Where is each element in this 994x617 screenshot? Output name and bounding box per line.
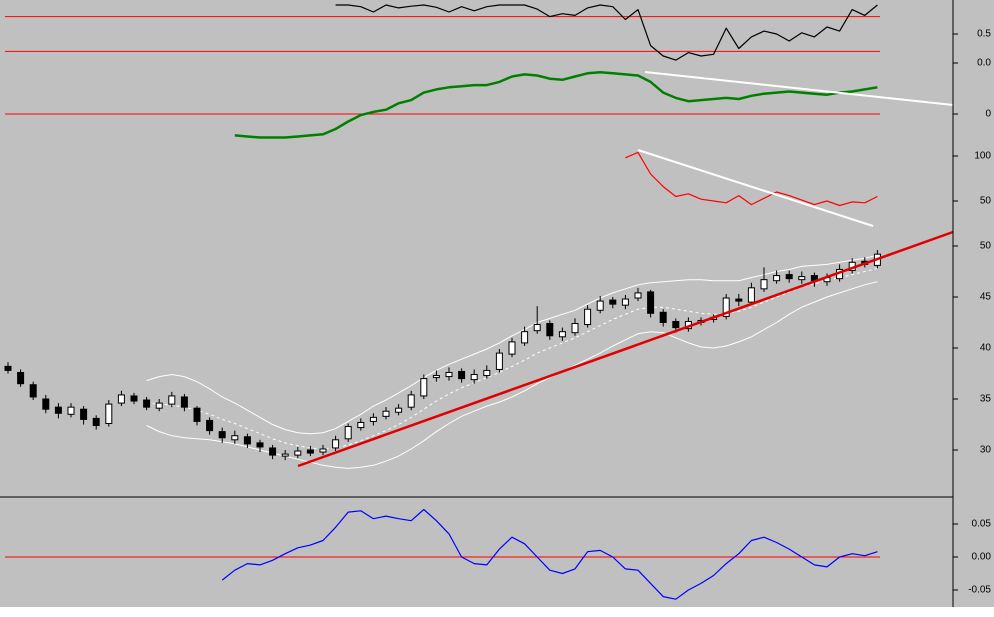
candle-body [584,308,592,326]
candle-body [42,398,50,410]
y-tick-label: 35 [980,394,992,405]
candle-body [294,450,302,456]
candle-body [495,352,503,370]
candle-body [168,395,176,405]
plot-area [4,4,881,600]
y-tick-label: 0.00 [972,552,992,563]
trend-line [297,230,954,468]
candle-body [281,453,289,457]
candle-body [785,274,793,280]
candle-body [672,320,680,329]
candle-body [180,396,188,408]
candle-body [634,292,642,299]
y-tick-label: 45 [980,292,992,303]
candle-body [571,323,579,334]
candle-body [458,370,466,380]
y-tick-label: 0.0 [977,58,991,69]
candle-body [332,439,340,449]
candle-body [231,435,239,441]
candle-body [256,442,264,448]
candle-body [92,417,100,427]
y-tick-label: 0.05 [972,519,992,530]
y-tick-label: 40 [980,343,992,354]
candle-body [609,299,617,305]
band-line [146,254,878,435]
candle-body [319,448,327,453]
candle-body [621,298,629,306]
candle-body [483,369,491,377]
candle-body [117,394,125,404]
y-tick-label: 50 [980,196,992,207]
candle-body [521,331,529,344]
candle-body [445,371,453,378]
candle-body [533,324,541,332]
y-tick-label: 30 [980,445,992,456]
band-line [146,281,878,469]
series-line [234,71,878,139]
candle-body [344,426,352,440]
candle-body [17,371,25,385]
candle-body [369,416,377,422]
candle-body [395,407,403,413]
candle-body [747,287,755,303]
candle-body [546,323,554,337]
candle-body [130,395,138,402]
candle-body [357,421,365,429]
y-tick-label: -0.05 [968,585,991,596]
candle-body [647,291,655,314]
candle-body [67,406,75,415]
candle-body [596,300,604,311]
candle-body [407,394,415,408]
series-line [335,4,878,61]
series-line [221,508,878,600]
candle-body [659,311,667,323]
candle-body [206,419,214,432]
candle-body [105,403,113,424]
candle-body [80,408,88,420]
candle-body [382,410,390,417]
y-tick-label: 0 [985,109,991,120]
candle-body [155,402,163,409]
series-line [625,151,878,207]
candle-body [218,431,226,439]
candle-body [306,449,314,454]
candle-body [29,384,37,398]
candle-body [470,374,478,381]
candle-body [798,276,806,281]
candle-body [558,331,566,338]
candle-body [54,406,62,414]
candle-body [243,436,251,445]
trend-line [644,71,954,106]
candle-body [269,447,277,456]
y-tick-label: 100 [974,151,991,162]
candle-body [420,378,428,397]
candle-body [508,341,516,355]
candle-body [735,298,743,302]
candle-body [773,275,781,282]
candle-body [193,407,201,422]
candle-body [4,365,12,371]
candle-body [143,399,151,408]
candle-body [722,297,730,317]
y-tick-label: 50 [980,241,992,252]
band-line [146,267,878,450]
trend-line [637,149,874,227]
candle-body [760,279,768,290]
candle-body [432,375,440,379]
y-tick-label: 0.5 [977,29,991,40]
